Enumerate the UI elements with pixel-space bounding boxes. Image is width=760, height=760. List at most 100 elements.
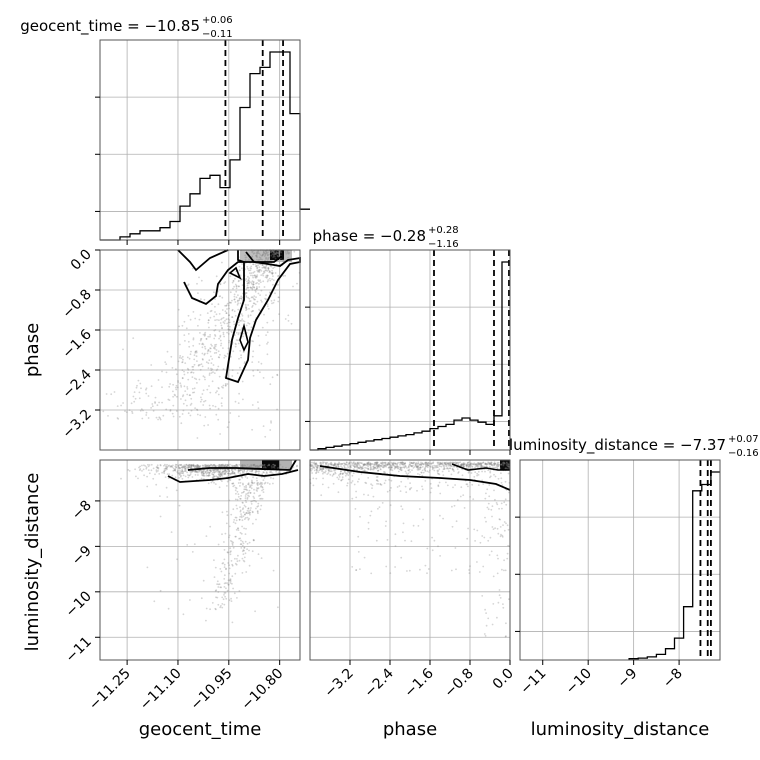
scatter-point (170, 355, 173, 358)
scatter-point (237, 299, 239, 302)
scatter-point (237, 308, 240, 311)
scatter-point (246, 489, 249, 492)
scatter-point (442, 468, 445, 471)
scatter-point (261, 254, 264, 257)
scatter-point (400, 469, 403, 471)
scatter-point (230, 550, 232, 553)
scatter-point (222, 333, 225, 336)
scatter-point (200, 398, 203, 401)
scatter-point (223, 472, 226, 475)
scatter-point (128, 409, 131, 411)
scatter-point (418, 466, 421, 469)
scatter-point (357, 462, 360, 465)
scatter-point (491, 526, 494, 528)
scatter-point (439, 462, 441, 465)
scatter-point (190, 465, 193, 468)
scatter-point (449, 462, 452, 465)
scatter-point (401, 463, 404, 466)
scatter-point (433, 464, 435, 467)
scatter-point (200, 338, 202, 341)
scatter-point (439, 463, 441, 466)
scatter-point (388, 466, 390, 469)
scatter-point (338, 462, 341, 465)
scatter-point (276, 255, 279, 258)
scatter-point (334, 463, 336, 466)
scatter-point (185, 466, 188, 469)
scatter-point (172, 390, 174, 393)
scatter-point (417, 462, 419, 465)
scatter-point (311, 472, 313, 474)
scatter-point (377, 480, 379, 482)
scatter-point (393, 464, 396, 467)
scatter-point (414, 464, 417, 466)
scatter-point (237, 321, 240, 324)
scatter-point (182, 470, 185, 473)
scatter-point (371, 487, 373, 489)
scatter-point (455, 568, 457, 571)
scatter-point (223, 592, 226, 594)
scatter-point (228, 421, 231, 423)
scatter-point (261, 255, 263, 257)
scatter-point (396, 466, 398, 469)
scatter-point (261, 482, 263, 484)
scatter-point (372, 465, 375, 468)
scatter-point (181, 467, 184, 469)
scatter-point (332, 473, 335, 476)
scatter-point (197, 364, 200, 366)
scatter-point (208, 464, 210, 467)
scatter-point (432, 467, 434, 470)
scatter-point (198, 343, 201, 345)
scatter-point (399, 468, 402, 471)
scatter-point (225, 587, 227, 590)
scatter-point (176, 558, 179, 561)
scatter-point (445, 463, 448, 466)
scatter-point (500, 463, 503, 466)
scatter-point (208, 471, 211, 474)
scatter-point (245, 493, 248, 495)
scatter-point (220, 465, 223, 468)
scatter-point (188, 464, 191, 467)
scatter-point (469, 565, 471, 567)
scatter-point (431, 468, 434, 471)
scatter-point (248, 280, 251, 283)
scatter-point (504, 635, 507, 638)
scatter-point (258, 266, 261, 269)
scatter-point (238, 297, 241, 300)
contour-inner (187, 459, 297, 471)
scatter-point (220, 570, 223, 573)
scatter-point (278, 255, 280, 257)
grid-layer (100, 40, 720, 660)
scatter-point (194, 407, 197, 409)
scatter-point (233, 320, 235, 323)
scatter-point (132, 337, 135, 339)
scatter-point (453, 504, 456, 507)
scatter-point (194, 350, 197, 353)
scatter-point (277, 467, 279, 469)
scatter-point (260, 270, 263, 272)
x-axis-label-geocent-time: geocent_time (139, 719, 262, 740)
scatter-point (261, 489, 263, 492)
scatter-point (252, 281, 255, 283)
scatter-point (249, 300, 252, 302)
scatter-point (197, 364, 200, 367)
scatter-point (228, 472, 230, 475)
scatter-point (383, 462, 386, 464)
scatter-point (496, 572, 499, 575)
scatter-point (418, 464, 421, 466)
scatter-point (247, 314, 250, 317)
scatter-point (418, 508, 421, 510)
scatter-point (217, 356, 220, 358)
scatter-point (326, 461, 328, 464)
scatter-point (322, 477, 324, 480)
scatter-point (381, 466, 384, 468)
scatter-point (473, 462, 476, 464)
scatter-point (329, 462, 332, 465)
scatter-point (426, 462, 429, 465)
scatter-point (334, 465, 337, 468)
scatter-point (213, 372, 216, 374)
scatter-point (161, 370, 163, 373)
scatter-point (175, 373, 178, 376)
scatter-point (397, 470, 400, 473)
scatter-point (482, 461, 485, 464)
scatter-point (219, 353, 221, 356)
